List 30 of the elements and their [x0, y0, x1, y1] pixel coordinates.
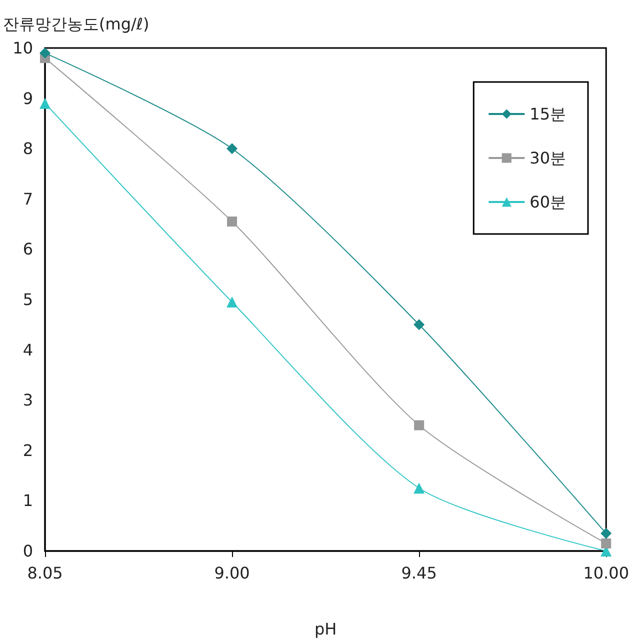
- x-tick-label: 9.45: [401, 564, 437, 582]
- y-tick-label: 1: [22, 491, 33, 510]
- x-tick-label: 9.00: [214, 564, 250, 582]
- point: [226, 296, 238, 308]
- y-tick-label: 2: [22, 440, 33, 460]
- y-tick-label: 9: [22, 88, 33, 108]
- x-axis-title: pH: [314, 620, 337, 638]
- legend-label: 30분: [530, 148, 566, 168]
- x-tick-label: 10.00: [583, 564, 630, 582]
- point: [227, 216, 238, 227]
- legend-label: 60분: [530, 192, 566, 212]
- point: [226, 143, 238, 154]
- x-tick-label: 8.05: [27, 564, 63, 582]
- point: [414, 319, 425, 330]
- y-tick-label: 6: [22, 240, 33, 259]
- legend-label: 15분: [530, 104, 566, 124]
- y-tick-label: 5: [22, 290, 33, 309]
- point: [40, 48, 50, 59]
- point: [601, 538, 612, 548]
- point: [414, 482, 425, 494]
- y-tick-label: 4: [22, 340, 33, 360]
- point: [40, 98, 50, 109]
- y-tick-label: 10: [12, 38, 33, 58]
- point: [600, 528, 612, 539]
- y-tick-label: 8: [22, 139, 33, 158]
- y-tick-label: 0: [22, 542, 33, 560]
- y-tick-label: 7: [22, 189, 33, 208]
- y-tick-label: 3: [22, 390, 33, 410]
- y-axis-title: 잔류망간농도(mg/ℓ): [3, 14, 150, 34]
- point: [414, 420, 424, 430]
